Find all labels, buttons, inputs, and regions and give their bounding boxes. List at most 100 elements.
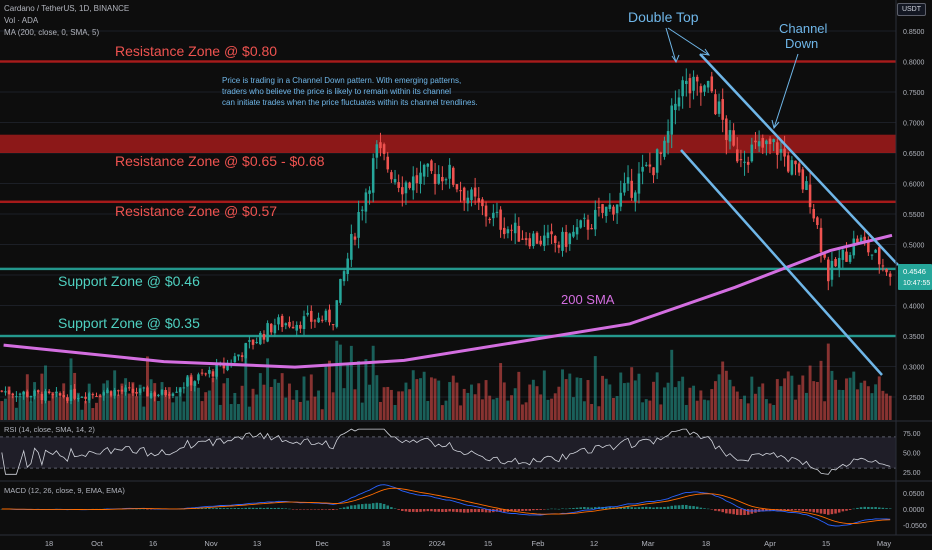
candle-body [310,310,313,322]
candle-body [725,118,728,140]
macd-histogram-bar [401,509,404,511]
candle-body [532,233,535,247]
candle-body [95,396,98,398]
macd-histogram-bar [146,509,149,510]
volume-bar [251,388,255,420]
volume-bar [648,400,652,420]
volume-bar [681,376,685,420]
candle-body [524,238,528,240]
volume-bar [779,386,783,420]
macd-histogram-bar [295,509,299,510]
volume-bar [812,381,816,420]
macd-histogram-bar [382,503,386,509]
volume-bar [761,383,765,420]
macd-histogram-bar [867,506,870,509]
candle-body [546,232,550,239]
candle-body [73,388,76,399]
candle-body [779,149,783,153]
volume-bar [375,375,379,420]
candle-body [284,323,288,326]
volume-legend: Vol · ADA [4,16,39,25]
currency-button[interactable]: USDT [896,3,926,16]
volume-bar [338,344,342,420]
macd-histogram-bar [765,509,768,511]
candle-body [714,94,717,115]
candle-body [77,398,80,400]
volume-bar [870,393,874,420]
macd-histogram-bar [710,509,714,510]
volume-bar [462,388,466,420]
volume-bar [619,372,623,420]
candle-body [579,220,582,228]
candle-body [47,391,51,393]
macd-histogram-bar [422,509,426,512]
macd-histogram-bar [342,507,346,509]
macd-histogram-bar [240,508,244,509]
volume-bar [76,392,80,420]
volume-bar [419,378,422,420]
volume-bar [357,360,361,420]
volume-bar [717,374,721,420]
volume-bar [415,379,419,420]
macd-histogram-bar [524,509,528,511]
macd-histogram-bar [371,503,375,509]
macd-tick-label: 0.0000 [903,507,925,514]
macd-histogram-bar [885,508,888,509]
candle-body [36,390,40,393]
candle-body [666,131,670,143]
candle-body [470,189,473,201]
macd-histogram-bar [863,506,866,509]
volume-bar [4,398,7,420]
volume-bar [713,381,717,420]
candle-body [776,142,779,155]
volume-bar [790,375,794,420]
volume-bar [211,377,215,420]
price-tick-label: 0.7000 [903,121,925,128]
candle-body [371,158,375,193]
macd-histogram-bar [481,509,484,513]
macd-histogram-bar [535,509,539,511]
candle-body [794,160,797,165]
candle-body [44,391,47,401]
candle-body [462,187,466,201]
candle-body [448,164,451,179]
volume-bar [397,391,401,420]
volume-bar [346,364,350,420]
volume-bar [393,404,397,420]
rsi-tick-label: 50.00 [903,451,921,458]
volume-bar [244,344,248,420]
volume-bar [568,373,572,420]
macd-histogram-bar [714,509,717,511]
volume-bar [513,388,517,420]
candle-body [237,354,240,357]
candle-body [106,389,109,393]
candle-body [721,99,724,120]
volume-bar [586,380,590,420]
volume-bar [207,390,211,420]
volume-bar [550,398,554,420]
volume-bar [735,391,739,420]
resistance-080-label: Resistance Zone @ $0.80 [115,43,277,59]
time-tick-label: 15 [484,539,492,548]
candle-body [590,228,593,230]
volume-bar [564,379,568,420]
candle-body [306,312,309,315]
macd-histogram-bar [459,509,462,513]
volume-bar [160,382,164,420]
candle-body [390,172,393,180]
candle-body [710,76,714,92]
candle-body [637,173,641,194]
macd-histogram-bar [204,507,207,509]
volume-bar [266,358,270,420]
macd-histogram-bar [845,509,848,511]
channel-lines [680,53,899,376]
candle-body [823,254,826,258]
volume-bar [411,370,415,420]
volume-bar [153,383,157,420]
candle-body [29,395,33,398]
volume-bar [571,397,575,420]
macd-tick-label: 0.0500 [903,491,925,498]
candle-body [175,391,178,393]
candle-body [127,387,131,389]
